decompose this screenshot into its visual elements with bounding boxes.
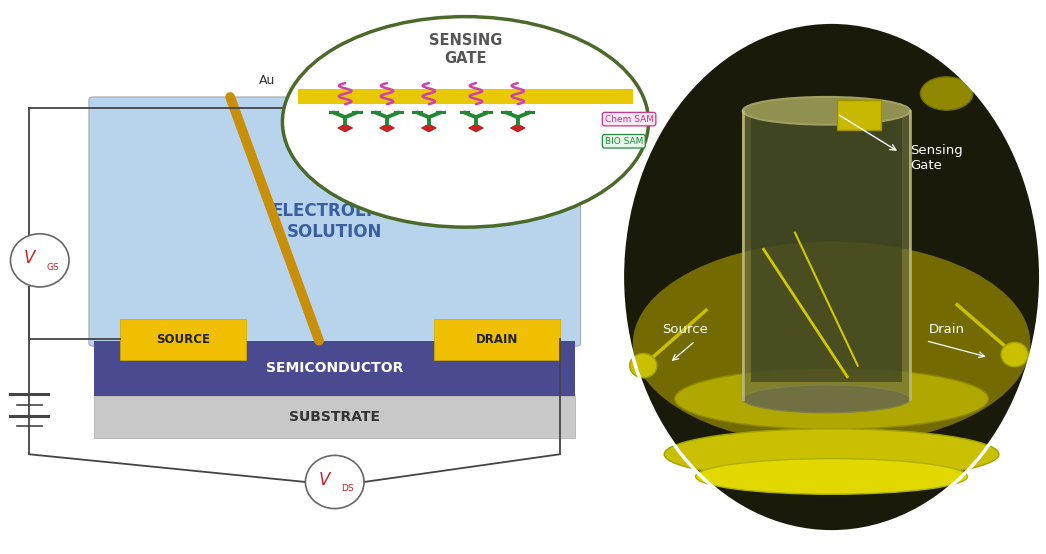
Polygon shape [94,108,377,341]
Polygon shape [422,124,436,132]
Bar [120,319,246,360]
Bar [743,111,910,399]
Text: Drain: Drain [929,323,964,336]
Text: BIO SAM: BIO SAM [605,137,643,146]
Ellipse shape [920,77,973,110]
Polygon shape [380,124,394,132]
Text: Chem SAM: Chem SAM [605,115,654,124]
Ellipse shape [743,385,910,413]
Text: SOURCE: SOURCE [156,333,210,346]
Text: Au: Au [258,74,275,87]
Ellipse shape [696,459,968,494]
Text: SUBSTRATE: SUBSTRATE [290,410,380,424]
Polygon shape [469,124,483,132]
Text: SEMICONDUCTOR: SEMICONDUCTOR [266,361,404,376]
Text: V: V [319,471,331,489]
Bar [94,341,575,396]
Bar [298,89,633,104]
Bar [751,116,902,382]
Polygon shape [510,124,525,132]
Ellipse shape [664,429,999,480]
Text: Source: Source [662,323,708,336]
Ellipse shape [630,353,657,378]
Ellipse shape [675,368,988,429]
Ellipse shape [305,455,364,509]
Ellipse shape [622,22,1041,532]
Bar [434,319,560,360]
Text: GS: GS [46,263,59,271]
Bar [94,396,575,438]
Text: SENSING
GATE: SENSING GATE [429,33,502,65]
Text: V: V [24,249,36,267]
Ellipse shape [282,17,649,227]
Text: ELECTROLYTE
SOLUTION: ELECTROLYTE SOLUTION [271,202,399,241]
Text: DRAIN: DRAIN [476,333,518,346]
Polygon shape [338,124,353,132]
Ellipse shape [10,234,69,287]
Ellipse shape [743,97,910,125]
Bar [837,100,881,130]
Circle shape [302,105,315,111]
FancyBboxPatch shape [89,97,581,346]
Ellipse shape [633,242,1030,445]
Text: DS: DS [341,484,354,493]
Ellipse shape [1001,342,1028,367]
Text: Sensing
Gate: Sensing Gate [910,144,962,172]
